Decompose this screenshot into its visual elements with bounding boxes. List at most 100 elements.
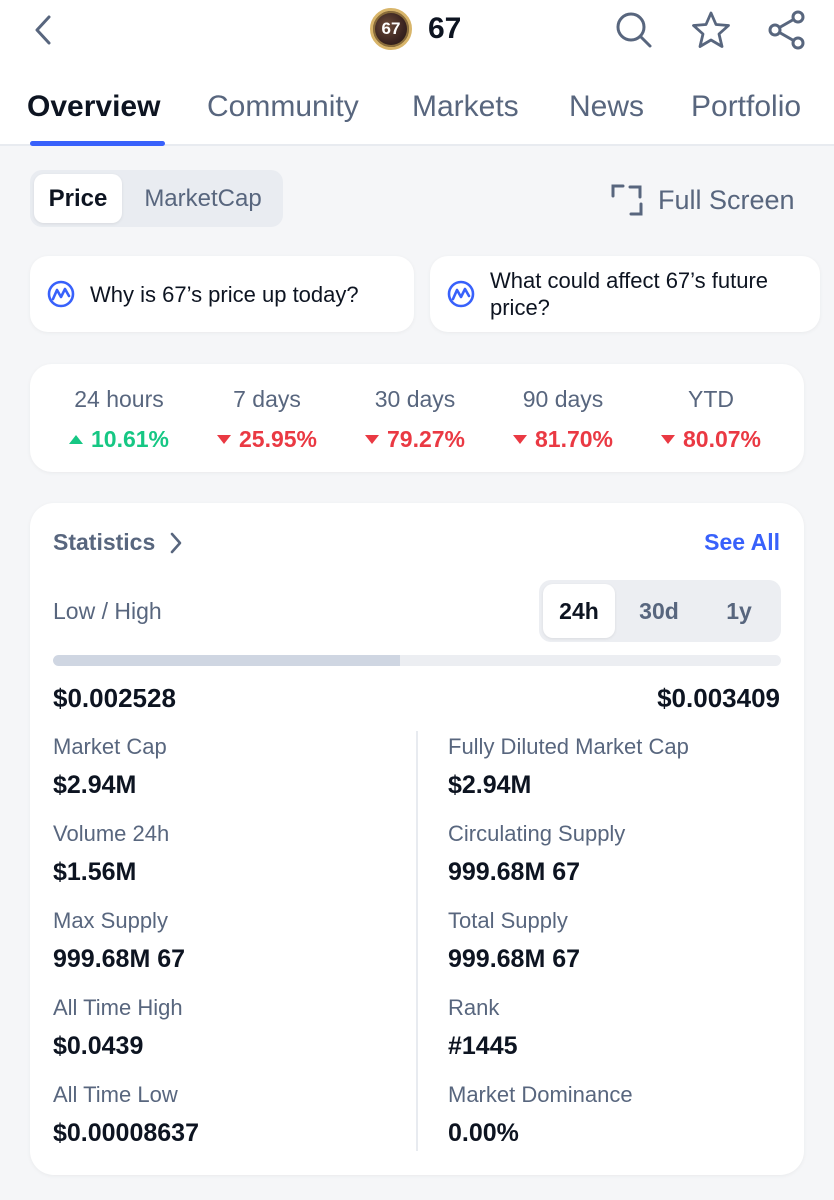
performance-value: 25.95%: [192, 426, 342, 453]
ai-question-card[interactable]: What could affect 67’s future price?: [430, 256, 820, 332]
stat-label: Fully Diluted Market Cap: [448, 734, 689, 759]
ai-question-card[interactable]: Why is 67’s price up today?: [30, 256, 414, 332]
performance-label: YTD: [688, 386, 734, 412]
down-triangle-icon: [660, 435, 675, 444]
star-icon: [692, 11, 730, 48]
price-toggle-button[interactable]: Price: [34, 174, 122, 223]
range-1y-button[interactable]: 1y: [726, 597, 752, 624]
tab-portfolio[interactable]: Portfolio: [691, 90, 802, 123]
chevron-right-icon: [170, 532, 182, 553]
performance-value: 80.07%: [636, 426, 786, 453]
performance-percent: 25.95%: [238, 426, 317, 452]
range-24h-button[interactable]: 24h: [543, 584, 615, 638]
stat-label: Market Dominance: [448, 1082, 633, 1107]
performance-percent: 80.07%: [682, 426, 761, 452]
tab-news[interactable]: News: [569, 90, 645, 123]
stat-value: 0.00%: [448, 1119, 519, 1147]
back-arrow-icon: [35, 15, 51, 45]
stat-value: $2.94M: [53, 771, 137, 799]
performance-value: 81.70%: [488, 426, 638, 453]
ai-assistant-icon: [47, 280, 75, 308]
stat-value: $0.0439: [53, 1032, 144, 1060]
tab-bar: Overview Community Markets News Portfoli…: [0, 62, 834, 146]
statistics-card: Statistics See All Low / High 24h 30d 1y…: [30, 503, 804, 1175]
stat-label: All Time High: [53, 995, 183, 1020]
performance-item: 90 days 81.70%: [488, 386, 638, 453]
down-triangle-icon: [216, 435, 231, 444]
stat-label: Max Supply: [53, 908, 168, 933]
tab-community[interactable]: Community: [207, 90, 359, 123]
range-toggle: 24h 30d 1y: [539, 580, 781, 642]
search-icon: [616, 12, 652, 48]
tab-markets[interactable]: Markets: [412, 90, 519, 123]
stat-label: Total Supply: [448, 908, 568, 933]
price-performance-card: 24 hours 10.61% 7 days 25.95% 30 days 79…: [30, 364, 804, 472]
search-button[interactable]: [612, 8, 656, 52]
performance-label: 90 days: [522, 386, 604, 412]
stat-total-supply: Total Supply 999.68M 67: [448, 908, 788, 974]
stat-label: Market Cap: [53, 734, 167, 759]
coin-title: 67: [428, 12, 462, 45]
performance-item: YTD 80.07%: [636, 386, 786, 453]
stat-value: 999.68M 67: [448, 858, 581, 886]
performance-percent: 79.27%: [386, 426, 465, 452]
header: 67 67: [0, 0, 834, 62]
stat-value: $0.00008637: [53, 1119, 199, 1147]
stat-volume-24h: Volume 24h $1.56M: [53, 821, 393, 887]
see-all-link[interactable]: See All: [704, 529, 780, 555]
high-value: $0.003409: [657, 683, 780, 713]
down-triangle-icon: [364, 435, 379, 444]
performance-item: 24 hours 10.61%: [44, 386, 194, 453]
ai-assistant-icon: [447, 280, 475, 308]
low-value: $0.002528: [53, 683, 176, 713]
ai-question-text: What could affect 67’s future price?: [490, 268, 769, 320]
stat-label: Volume 24h: [53, 821, 170, 846]
stat-all-time-low: All Time Low $0.00008637: [53, 1082, 393, 1148]
coin-logo: 67: [370, 8, 412, 50]
statistics-title: Statistics: [53, 529, 156, 555]
stat-label: Circulating Supply: [448, 821, 626, 846]
performance-label: 7 days: [233, 386, 301, 412]
stat-rank: Rank #1445: [448, 995, 788, 1061]
range-bar-fill: [53, 655, 401, 666]
watchlist-star-button[interactable]: [689, 8, 733, 52]
performance-value: 10.61%: [44, 426, 194, 453]
stat-value: 999.68M 67: [53, 945, 186, 973]
performance-percent: 10.61%: [90, 426, 169, 452]
expand-icon: [611, 184, 643, 216]
full-screen-label: Full Screen: [658, 184, 795, 215]
marketcap-toggle-button[interactable]: MarketCap: [144, 184, 262, 212]
low-high-range-bar: [53, 655, 781, 666]
up-triangle-icon: [68, 435, 83, 444]
stat-value: #1445: [448, 1032, 518, 1060]
ai-question-text: Why is 67’s price up today?: [90, 281, 359, 307]
stat-market-cap: Market Cap $2.94M: [53, 734, 393, 800]
stat-value: 999.68M 67: [448, 945, 581, 973]
stat-value: $1.56M: [53, 858, 137, 886]
stat-label: Rank: [448, 995, 500, 1020]
stat-max-supply: Max Supply 999.68M 67: [53, 908, 393, 974]
stat-label: All Time Low: [53, 1082, 178, 1107]
share-icon: [768, 10, 805, 50]
stat-value: $2.94M: [448, 771, 532, 799]
full-screen-button[interactable]: Full Screen: [610, 180, 795, 220]
active-tab-indicator: [30, 141, 165, 146]
low-high-label: Low / High: [53, 598, 162, 624]
performance-label: 30 days: [374, 386, 456, 412]
performance-percent: 81.70%: [534, 426, 613, 452]
performance-item: 7 days 25.95%: [192, 386, 342, 453]
down-triangle-icon: [512, 435, 527, 444]
tab-overview[interactable]: Overview: [27, 90, 161, 123]
statistics-header-link[interactable]: Statistics: [53, 529, 183, 556]
performance-value: 79.27%: [340, 426, 490, 453]
column-divider: [416, 731, 418, 1151]
performance-label: 24 hours: [74, 386, 164, 412]
stat-all-time-high: All Time High $0.0439: [53, 995, 393, 1061]
range-30d-button[interactable]: 30d: [639, 597, 679, 624]
share-button[interactable]: [765, 8, 809, 52]
performance-item: 30 days 79.27%: [340, 386, 490, 453]
stat-fully-diluted-market-cap: Fully Diluted Market Cap $2.94M: [448, 734, 788, 800]
chart-type-toggle: Price MarketCap: [30, 170, 283, 227]
coin-header: 67 67: [370, 6, 461, 52]
back-button[interactable]: [28, 10, 58, 50]
